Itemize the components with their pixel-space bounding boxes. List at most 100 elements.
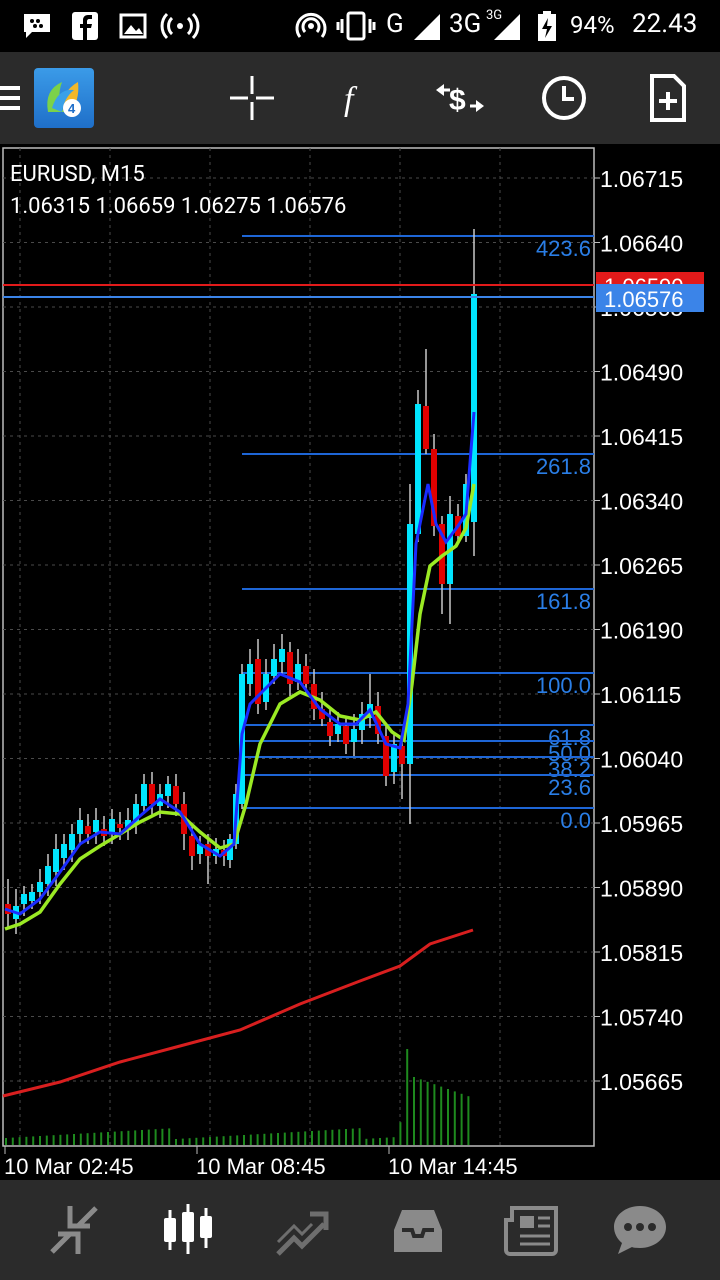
bearish-candle	[85, 826, 91, 834]
bullish-candle	[53, 849, 59, 872]
news-icon[interactable]	[502, 1200, 562, 1260]
nfc-signal-icon	[295, 12, 327, 38]
price-tick-label: 1.05890	[600, 876, 683, 902]
bullish-candle	[29, 892, 35, 901]
svg-text:f: f	[344, 81, 358, 118]
bullish-candle	[141, 784, 147, 806]
network-type-3g: 3G	[449, 9, 482, 39]
signal-icon-2	[494, 14, 520, 40]
bullish-candle	[227, 839, 233, 860]
bearish-candle	[117, 824, 123, 828]
dollar-exchange-icon[interactable]: $	[432, 70, 488, 126]
bearish-candle	[343, 726, 349, 744]
fibonacci-level-label: 50.0	[548, 741, 591, 766]
price-tick-label: 1.06115	[600, 682, 681, 708]
price-tick-label: 1.06340	[600, 489, 683, 515]
network-type-g: G	[386, 9, 404, 39]
price-tick-label: 1.05815	[600, 940, 683, 966]
bullish-candle	[77, 820, 83, 834]
fibonacci-level-label: 38.2	[548, 757, 591, 782]
fibonacci-level-label: 261.8	[536, 454, 591, 479]
price-tick-label: 1.05965	[600, 811, 683, 837]
battery-charging-icon	[538, 11, 556, 41]
svg-text:$: $	[449, 84, 466, 117]
bearish-candle	[327, 722, 333, 736]
bearish-candle	[431, 449, 437, 526]
bearish-candle	[423, 406, 429, 449]
fibonacci-level-label: 0.0	[560, 808, 591, 833]
bullish-candle	[165, 784, 171, 796]
bearish-candle	[383, 736, 389, 776]
bullish-candle	[61, 844, 67, 858]
bullish-candle	[197, 844, 203, 854]
price-tick-label: 1.06715	[600, 166, 683, 192]
price-tick-label: 1.05665	[600, 1069, 683, 1095]
price-tick-label: 1.06640	[600, 231, 683, 257]
history-icon[interactable]	[388, 1200, 448, 1260]
chart-area[interactable]: 1.067151.066401.065651.064901.064151.063…	[0, 144, 720, 1180]
bullish-candle	[69, 834, 75, 850]
metatrader-4-icon[interactable]: 4	[34, 68, 94, 128]
fibonacci-level-label: 23.6	[548, 775, 591, 800]
add-document-icon[interactable]	[640, 70, 696, 126]
bullish-candle	[415, 404, 421, 534]
bearish-candle	[399, 746, 405, 764]
function-f-icon[interactable]: f	[328, 70, 384, 126]
bullish-candle	[109, 819, 115, 834]
ohlc-values: 1.06315 1.06659 1.06275 1.06576	[10, 194, 347, 219]
quotes-icon[interactable]	[44, 1200, 104, 1260]
chat-icon[interactable]	[610, 1200, 670, 1260]
bullish-candle	[37, 882, 43, 892]
bearish-candle	[149, 784, 155, 804]
battery-percent: 94%	[570, 11, 615, 39]
bullish-candle	[45, 866, 51, 884]
bearish-candle	[189, 836, 195, 856]
bearish-candle	[255, 659, 261, 704]
signal-icon-1	[414, 14, 440, 40]
time-tick-label: 10 Mar 08:45	[196, 1154, 326, 1179]
clock-time: 22.43	[632, 9, 698, 39]
metatrader-4-logo: 4	[47, 82, 81, 117]
gallery-icon	[119, 13, 147, 39]
svg-text:4: 4	[68, 101, 76, 116]
bullish-candle	[247, 664, 253, 684]
vibrate-icon	[336, 11, 376, 41]
price-tick-label: 1.06265	[600, 553, 683, 579]
bullish-candle	[21, 894, 27, 904]
toolbar: 4 f $	[0, 52, 720, 144]
bullish-candle	[351, 729, 357, 742]
bullish-candle	[279, 649, 285, 662]
hotspot-icon	[160, 12, 200, 40]
fibonacci-level-label: 423.6	[536, 236, 591, 261]
hamburger-menu-icon[interactable]	[0, 70, 24, 126]
bullish-candle	[391, 744, 397, 772]
clock-icon[interactable]	[536, 70, 592, 126]
bullish-candle	[335, 724, 341, 734]
facebook-icon	[72, 12, 98, 40]
crosshair-icon[interactable]	[224, 70, 280, 126]
bearish-candle	[173, 786, 179, 804]
price-tick-label: 1.06190	[600, 618, 683, 644]
bottom-nav	[0, 1180, 720, 1280]
price-chart[interactable]: 1.067151.066401.065651.064901.064151.063…	[0, 144, 720, 1180]
chart-frame	[2, 147, 595, 1147]
bullish-candle	[133, 804, 139, 824]
fibonacci-level-label: 61.8	[548, 725, 591, 750]
fibonacci-level-label: 100.0	[536, 673, 591, 698]
bearish-candle	[375, 706, 381, 734]
bearish-candle	[287, 652, 293, 684]
bullish-candle	[471, 294, 477, 522]
price-tick-label: 1.06040	[600, 747, 683, 773]
fast-moving-average-line	[4, 411, 476, 916]
bid-price-label: 1.06576	[604, 287, 684, 312]
bullish-candle	[93, 820, 99, 832]
chart-icon[interactable]	[158, 1200, 218, 1260]
bearish-candle	[319, 709, 325, 719]
symbol-period: EURUSD, M15	[10, 162, 145, 187]
network-3g-superscript: 3G	[486, 8, 503, 23]
bullish-candle	[359, 714, 365, 730]
slow-moving-average-line	[2, 928, 474, 1098]
mid-moving-average-line	[4, 483, 476, 931]
trade-icon[interactable]	[272, 1200, 332, 1260]
price-tick-label: 1.06415	[600, 424, 683, 450]
